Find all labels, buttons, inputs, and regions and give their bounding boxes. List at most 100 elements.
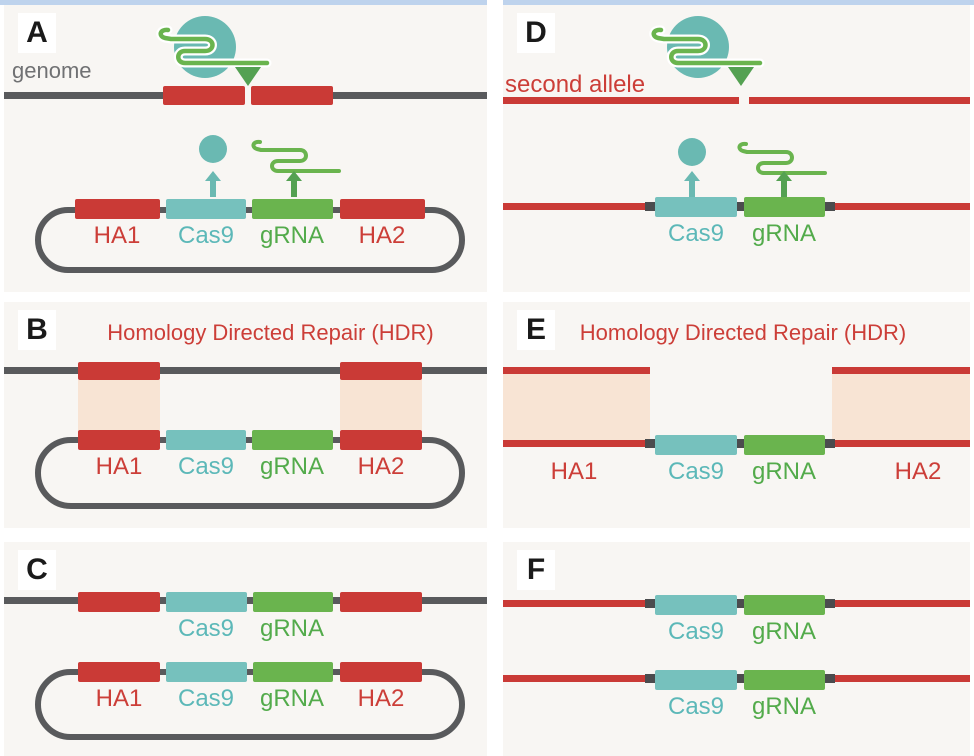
up-arrow-icon-teal bbox=[684, 171, 700, 197]
label-ha2: HA2 bbox=[357, 685, 405, 712]
label-cas9: Cas9 bbox=[667, 458, 725, 485]
label-grna: gRNA bbox=[751, 220, 817, 247]
label-grna: gRNA bbox=[259, 453, 325, 480]
junction-stub bbox=[645, 439, 659, 448]
up-arrow-icon-green bbox=[286, 171, 302, 197]
allele-line-left bbox=[503, 367, 650, 374]
junction-stub bbox=[645, 202, 659, 211]
seg-ha2 bbox=[340, 430, 422, 450]
seg-grna bbox=[252, 430, 333, 450]
panel-letter-e: E bbox=[517, 310, 555, 350]
seg-grna bbox=[253, 662, 333, 682]
seg-cas9 bbox=[655, 435, 737, 455]
label-grna: gRNA bbox=[259, 685, 325, 712]
top-border-left bbox=[0, 0, 487, 5]
panel-letter-c: C bbox=[18, 550, 56, 590]
panel-a: A genome HA1 Cas9 gRN bbox=[4, 5, 487, 292]
seg-cas9 bbox=[655, 197, 737, 217]
top-border-right bbox=[503, 0, 974, 5]
genome-homology-box-left bbox=[78, 362, 160, 380]
label-grna: gRNA bbox=[751, 618, 817, 645]
target-site-box-left bbox=[163, 86, 245, 105]
label-ha2: HA2 bbox=[357, 453, 405, 480]
hdr-title: Homology Directed Repair (HDR) bbox=[107, 320, 434, 345]
plasmid-backbone-icon bbox=[35, 437, 465, 509]
grna-squiggle-icon bbox=[737, 141, 827, 175]
label-cas9: Cas9 bbox=[177, 453, 235, 480]
label-grna: gRNA bbox=[259, 615, 325, 642]
allele-line-right bbox=[832, 367, 970, 374]
seg-cas9 bbox=[166, 199, 246, 219]
junction-stub bbox=[821, 674, 835, 683]
label-ha2: HA2 bbox=[894, 458, 942, 485]
target-site-box-right bbox=[251, 86, 333, 105]
seg-ha1 bbox=[78, 430, 160, 450]
genome-line bbox=[4, 367, 487, 374]
seg-ha2 bbox=[340, 662, 422, 682]
genome-homology-box-right bbox=[340, 592, 422, 612]
panel-f: F Cas9 gRNA Cas9 gRNA bbox=[503, 542, 970, 756]
up-arrow-icon-green bbox=[776, 171, 792, 197]
seg-grna bbox=[252, 199, 333, 219]
panel-letter-f: F bbox=[517, 550, 555, 590]
seg-ha1 bbox=[78, 662, 160, 682]
panel-letter-b: B bbox=[18, 310, 56, 350]
junction-stub bbox=[821, 599, 835, 608]
junction-stub bbox=[645, 599, 659, 608]
homology-region-shade-right bbox=[340, 380, 422, 430]
label-cas9: Cas9 bbox=[177, 222, 235, 249]
genome-label: genome bbox=[12, 58, 92, 83]
cut-site-triangle-icon bbox=[728, 67, 754, 86]
junction-stub bbox=[821, 202, 835, 211]
label-ha1: HA1 bbox=[95, 685, 143, 712]
cas9-protein-icon bbox=[199, 135, 227, 163]
label-ha2: HA2 bbox=[358, 222, 406, 249]
panel-c: C Cas9 gRNA HA1 Cas9 gRNA HA2 bbox=[4, 542, 487, 756]
genome-homology-box-left bbox=[78, 592, 160, 612]
cut-site-triangle-icon bbox=[235, 67, 261, 86]
plasmid-backbone-icon bbox=[35, 669, 465, 740]
grna-squiggle-icon bbox=[251, 139, 341, 173]
plasmid-backbone-icon bbox=[35, 207, 465, 273]
allele-line-right bbox=[749, 97, 970, 104]
junction-stub bbox=[735, 439, 749, 448]
homology-region-shade-left bbox=[78, 380, 160, 430]
label-cas9: Cas9 bbox=[667, 693, 725, 720]
junction-stub bbox=[735, 674, 749, 683]
homology-region-shade-left bbox=[503, 374, 650, 440]
junction-stub bbox=[735, 599, 749, 608]
panel-b: B Homology Directed Repair (HDR) HA1 Cas… bbox=[4, 302, 487, 528]
second-allele-label: second allele bbox=[505, 71, 646, 98]
seg-ha1 bbox=[75, 199, 160, 219]
seg-cas9 bbox=[166, 662, 247, 682]
seg-cas9 bbox=[655, 595, 737, 615]
junction-stub bbox=[735, 202, 749, 211]
panel-letter-a: A bbox=[18, 13, 56, 53]
allele-line-left bbox=[503, 97, 739, 104]
seg-grna bbox=[744, 670, 825, 690]
label-ha1: HA1 bbox=[93, 222, 141, 249]
genome-homology-box-right bbox=[340, 362, 422, 380]
seg-cas9 bbox=[655, 670, 737, 690]
panel-letter-d: D bbox=[517, 13, 555, 53]
genome-line-left bbox=[4, 92, 245, 99]
junction-stub bbox=[645, 674, 659, 683]
up-arrow-icon-teal bbox=[205, 171, 221, 197]
seg-grna bbox=[253, 592, 333, 612]
panel-e: E Homology Directed Repair (HDR) HA1 Cas… bbox=[503, 302, 970, 528]
cas9-grna-complex-icon bbox=[649, 16, 765, 86]
seg-grna bbox=[744, 595, 825, 615]
panel-d: D second allele Cas9 gRNA bbox=[503, 5, 970, 292]
label-grna: gRNA bbox=[259, 222, 325, 249]
label-cas9: Cas9 bbox=[667, 220, 725, 247]
junction-stub bbox=[821, 439, 835, 448]
genome-line-right bbox=[251, 92, 487, 99]
cas9-grna-complex-icon bbox=[156, 16, 272, 86]
label-cas9: Cas9 bbox=[177, 615, 235, 642]
hdr-title: Homology Directed Repair (HDR) bbox=[579, 320, 907, 345]
label-cas9: Cas9 bbox=[177, 685, 235, 712]
label-grna: gRNA bbox=[751, 458, 817, 485]
seg-cas9 bbox=[166, 592, 247, 612]
label-grna: gRNA bbox=[751, 693, 817, 720]
